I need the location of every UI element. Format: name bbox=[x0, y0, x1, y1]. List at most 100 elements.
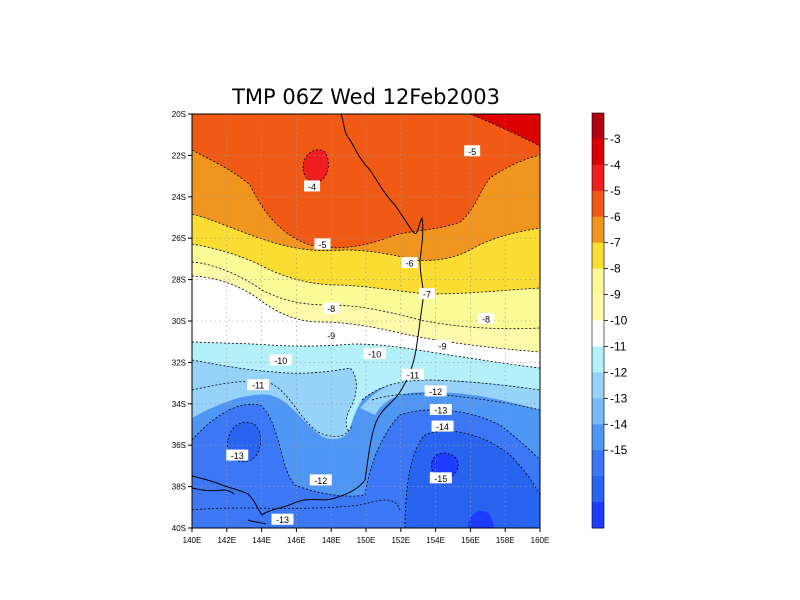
chart-title: TMP 06Z Wed 12Feb2003 bbox=[231, 85, 500, 109]
band-fill-m4 bbox=[192, 150, 540, 261]
svg-text:-12: -12 bbox=[429, 387, 442, 397]
y-tick-label: 32S bbox=[172, 358, 186, 367]
contour-label: -12 bbox=[309, 474, 332, 486]
contour-line bbox=[192, 261, 540, 330]
svg-text:-10: -10 bbox=[368, 350, 381, 360]
contour-line bbox=[192, 213, 540, 261]
contour-label: -9 bbox=[434, 339, 451, 351]
contour-label: -5 bbox=[314, 238, 331, 250]
axis-ticks: 140E 142E 144E 146E 148E 150E 152E 154E 156E 158E… bbox=[172, 110, 550, 545]
x-tick-label: 160E bbox=[531, 536, 550, 545]
y-tick-label: 38S bbox=[172, 483, 186, 492]
x-tick-label: 150E bbox=[357, 536, 376, 545]
band-fill-m7 bbox=[192, 262, 540, 352]
colorbar-label: -13 bbox=[610, 391, 628, 405]
svg-text:-8: -8 bbox=[482, 314, 490, 324]
contour-label: -8 bbox=[478, 312, 495, 324]
band-fill-m6 bbox=[192, 244, 540, 329]
contour-label: -12 bbox=[424, 385, 447, 397]
svg-text:-13: -13 bbox=[231, 451, 244, 461]
contour-label: -11 bbox=[401, 368, 424, 380]
colorbar-swatch bbox=[592, 424, 604, 451]
x-tick-label: 158E bbox=[496, 536, 515, 545]
x-tick-label: 144E bbox=[252, 536, 271, 545]
band-fill-m13b bbox=[192, 500, 400, 528]
band-fill-bubble-15b bbox=[468, 510, 494, 528]
x-tick-label: 156E bbox=[461, 536, 480, 545]
y-tick-label: 36S bbox=[172, 441, 186, 450]
contour-line bbox=[404, 430, 540, 528]
svg-text:-11: -11 bbox=[407, 370, 419, 380]
colorbar-label: -7 bbox=[610, 236, 621, 250]
colorbar-label: -6 bbox=[610, 210, 621, 224]
band-fill-corner bbox=[470, 114, 540, 146]
colorbar-swatch bbox=[592, 320, 604, 347]
contour-line bbox=[302, 149, 329, 183]
contour-label: -13 bbox=[271, 513, 294, 525]
contour-label: -11 bbox=[247, 379, 270, 391]
x-tick-label: 146E bbox=[287, 536, 306, 545]
y-tick-label: 28S bbox=[172, 276, 186, 285]
colorbar-label: -14 bbox=[610, 417, 628, 431]
svg-text:-7: -7 bbox=[423, 290, 431, 300]
colorbar-swatch bbox=[592, 164, 604, 192]
contour-line bbox=[469, 114, 540, 147]
x-tick-label: 140E bbox=[183, 536, 202, 545]
colorbar-label: -5 bbox=[610, 184, 621, 198]
colorbar: -3 -4 -5 -6 -7 -8 -9 -10 -11 -12 -13 -14 -15 bbox=[591, 112, 628, 529]
coastline bbox=[192, 114, 424, 516]
colorbar-swatch bbox=[592, 138, 604, 166]
band-fill-bubble-15 bbox=[431, 453, 459, 478]
contour-label: -7 bbox=[418, 288, 435, 300]
svg-text:-13: -13 bbox=[434, 406, 447, 416]
svg-text:-5: -5 bbox=[468, 147, 476, 157]
svg-text:-9: -9 bbox=[439, 341, 447, 351]
grid-lines bbox=[192, 114, 540, 528]
coastline-gulf bbox=[192, 487, 235, 495]
colorbar-swatch bbox=[592, 502, 604, 529]
svg-text:-4: -4 bbox=[308, 182, 316, 192]
svg-text:-8: -8 bbox=[327, 304, 335, 314]
contour-lines bbox=[192, 114, 540, 528]
colorbar-label: -15 bbox=[610, 443, 628, 457]
contour-labels: -5 -4 -5 -6 -7 -8 -8 -9 -9 -10 -10 -11 -11 -12 -13 -14 -… bbox=[226, 145, 495, 525]
contour-line bbox=[192, 380, 353, 437]
colorbar-swatch bbox=[592, 242, 604, 270]
x-tick-label: 152E bbox=[391, 536, 410, 545]
contour-line bbox=[431, 452, 459, 479]
x-tick-label: 148E bbox=[322, 536, 341, 545]
colorbar-swatch bbox=[592, 476, 604, 503]
colorbar-label: -8 bbox=[610, 262, 621, 276]
colorbar-swatch bbox=[592, 372, 604, 399]
svg-text:-12: -12 bbox=[314, 476, 327, 486]
contour-label: -13 bbox=[429, 404, 452, 416]
svg-text:-13: -13 bbox=[276, 515, 289, 525]
colorbar-label: -4 bbox=[610, 158, 621, 172]
svg-text:-11: -11 bbox=[252, 381, 264, 391]
contour-line bbox=[192, 275, 540, 353]
plot-area: -5 -4 -5 -6 -7 -8 -8 -9 -9 -10 -10 -11 -11 -12 -13 -14 -… bbox=[192, 114, 540, 528]
x-tick-label: 142E bbox=[217, 536, 236, 545]
contour-line bbox=[371, 393, 540, 411]
contour-label: -15 bbox=[429, 472, 452, 484]
y-tick-label: 40S bbox=[172, 524, 186, 533]
colorbar-swatch bbox=[592, 294, 604, 321]
svg-text:-14: -14 bbox=[436, 422, 449, 432]
contour-label: -8 bbox=[323, 302, 340, 314]
contour-label: -10 bbox=[363, 348, 386, 360]
contour-line bbox=[192, 359, 357, 433]
colorbar-swatch bbox=[592, 216, 604, 244]
y-tick-label: 26S bbox=[172, 234, 186, 243]
band-fill-m8 bbox=[192, 276, 540, 368]
colorbar-label: -3 bbox=[610, 132, 621, 146]
band-fill-m10 bbox=[192, 360, 358, 440]
coastline-south bbox=[247, 519, 267, 525]
contour-line bbox=[361, 379, 540, 401]
band-fill-bubble-4 bbox=[303, 149, 329, 182]
svg-text:-5: -5 bbox=[318, 240, 326, 250]
band-fill-m10b bbox=[360, 379, 540, 415]
contour-label: -4 bbox=[304, 180, 321, 192]
contour-label: -5 bbox=[464, 145, 481, 157]
colorbar-swatch bbox=[592, 190, 604, 218]
